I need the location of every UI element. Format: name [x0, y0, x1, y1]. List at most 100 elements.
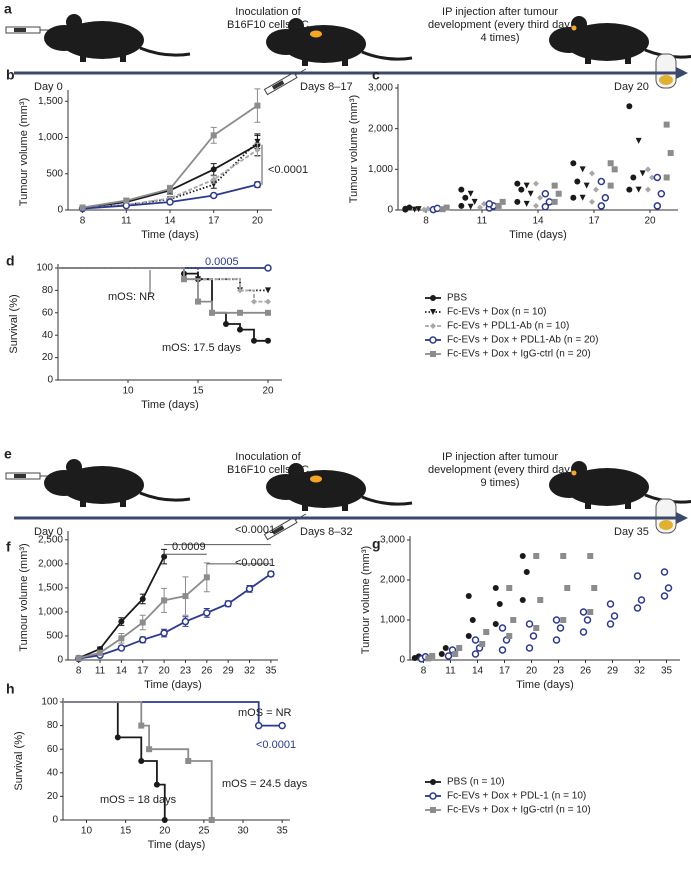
y-tick-label: 20 — [47, 791, 59, 802]
annotation: mOS: 17.5 days — [162, 342, 241, 354]
x-axis-title: Time (days) — [141, 229, 199, 241]
marker — [589, 198, 595, 205]
marker — [411, 206, 418, 213]
x-tick-label: 17 — [208, 216, 220, 227]
marker — [430, 323, 436, 329]
y-tick-label: 0 — [57, 655, 63, 666]
x-tick-label: 8 — [421, 666, 427, 677]
marker — [161, 597, 168, 604]
x-tick-label: 10 — [81, 826, 93, 837]
marker — [498, 646, 507, 654]
marker — [425, 205, 431, 212]
y-tick-label: 40 — [42, 330, 54, 341]
marker — [254, 146, 261, 153]
panel-label: a — [4, 1, 12, 17]
x-tick-label: 32 — [634, 666, 646, 677]
marker — [589, 170, 595, 177]
marker — [579, 194, 586, 201]
marker — [123, 197, 130, 204]
marker — [254, 721, 263, 730]
scheme-text: Inoculation of — [235, 451, 301, 463]
marker — [456, 645, 463, 651]
x-tick-label: 29 — [607, 666, 619, 677]
legend-label: Fc-EVs + Dox + PDL1-Ab (n = 20) — [447, 335, 598, 346]
marker — [551, 198, 558, 205]
marker — [267, 570, 275, 578]
marker — [510, 617, 517, 623]
marker — [633, 604, 642, 612]
marker — [579, 608, 588, 616]
timeline-arrow — [676, 512, 688, 524]
scheme-text: B16F10 cells SC — [227, 19, 309, 31]
marker — [237, 309, 243, 316]
marker — [185, 758, 192, 764]
marker — [645, 166, 651, 173]
marker — [421, 206, 427, 213]
marker — [635, 186, 642, 193]
marker — [583, 616, 592, 624]
marker — [181, 617, 190, 626]
marker — [114, 734, 121, 741]
marker — [209, 309, 215, 316]
marker — [518, 186, 525, 193]
marker — [146, 746, 153, 753]
marker — [245, 585, 254, 593]
marker — [481, 200, 487, 207]
y-tick-label: 0 — [399, 655, 405, 666]
x-tick-label: 25 — [198, 826, 210, 837]
x-tick-label: 11 — [95, 666, 106, 677]
marker — [237, 287, 243, 294]
y-axis-title: Tumour volume (mm³) — [18, 543, 30, 651]
marker — [635, 137, 642, 144]
x-tick-label: 10 — [122, 386, 134, 397]
scheme-text: Inoculation of — [235, 6, 301, 18]
marker — [583, 182, 590, 189]
x-axis-title: Time (days) — [144, 679, 202, 691]
marker — [533, 553, 540, 559]
marker — [465, 633, 472, 639]
x-tick-label: 8 — [76, 666, 82, 677]
scheme-day: Day 20 — [614, 81, 649, 93]
x-tick-label: 17 — [588, 216, 600, 227]
marker — [537, 194, 543, 201]
x-tick-label: 26 — [201, 666, 213, 677]
marker — [138, 722, 145, 729]
marker — [645, 186, 651, 193]
x-tick-label: 20 — [159, 826, 171, 837]
y-axis-title: Tumour volume (mm³) — [360, 546, 372, 654]
y-axis-title: Survival (%) — [8, 294, 20, 353]
legend-label: Fc-EVs + Dox (n = 10) — [447, 307, 546, 318]
marker — [523, 569, 530, 575]
marker — [633, 572, 642, 580]
marker — [492, 621, 499, 627]
x-tick-label: 20 — [252, 216, 264, 227]
y-tick-label: 0 — [47, 375, 53, 386]
marker — [607, 160, 614, 167]
panel-label: d — [6, 253, 15, 269]
y-tick-label: 0 — [387, 205, 393, 216]
marker — [237, 326, 243, 333]
annotation: <0.0001 — [235, 557, 275, 569]
y-tick-label: 500 — [46, 168, 63, 179]
y-tick-label: 20 — [42, 352, 54, 363]
marker — [471, 650, 480, 658]
marker — [430, 351, 436, 357]
y-axis-title: Tumour volume (mm³) — [18, 98, 30, 206]
marker — [653, 202, 662, 210]
marker — [649, 174, 655, 181]
marker — [265, 298, 271, 305]
marker — [495, 202, 502, 209]
marker — [591, 585, 598, 591]
marker — [533, 180, 539, 187]
scheme-text: 4 times) — [480, 32, 519, 44]
marker — [452, 651, 459, 657]
y-tick-label: 3,000 — [380, 535, 405, 546]
marker — [639, 170, 646, 177]
marker — [560, 617, 567, 623]
marker — [593, 186, 599, 193]
x-tick-label: 20 — [526, 666, 538, 677]
marker — [552, 616, 561, 624]
x-axis-title: Time (days) — [141, 399, 199, 411]
marker — [663, 174, 670, 181]
